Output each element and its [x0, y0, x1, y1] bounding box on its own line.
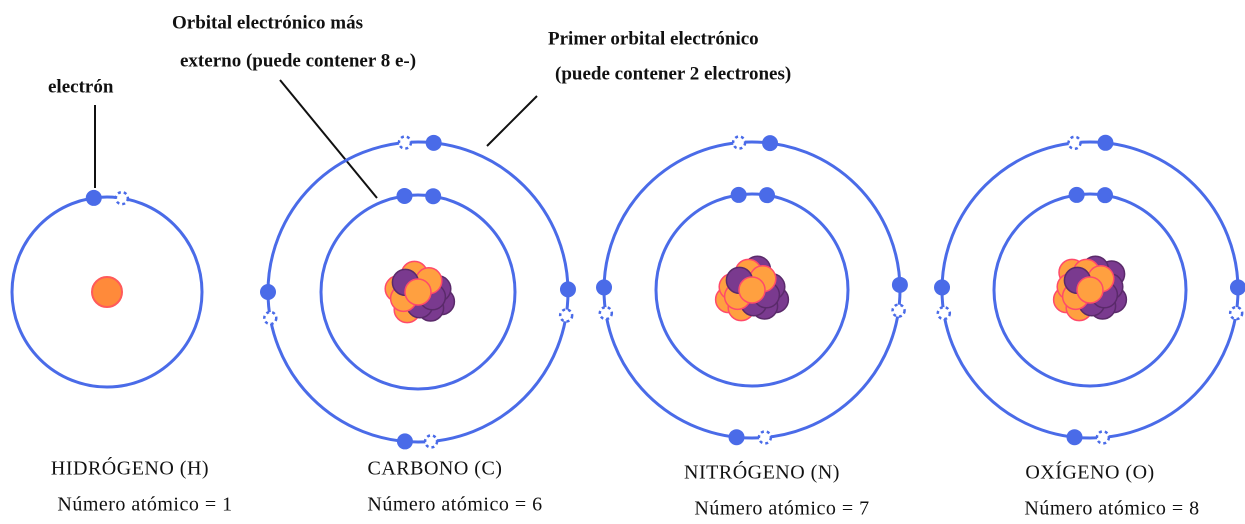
electron	[892, 277, 908, 293]
electron	[86, 190, 102, 206]
electron	[729, 429, 745, 445]
electron-vacancy	[399, 137, 411, 149]
electron	[425, 188, 441, 204]
atomic-number: Número atómico = 8	[1024, 498, 1199, 520]
diagram: electrón Orbital electrónico más externo…	[0, 0, 1245, 524]
electron	[397, 433, 413, 449]
electron	[426, 135, 442, 151]
atomic-number: Número atómico = 6	[367, 494, 542, 516]
electron	[1069, 187, 1085, 203]
atom-name: CARBONO (C)	[368, 458, 503, 480]
electron	[560, 281, 576, 297]
electron	[1097, 135, 1113, 151]
atom-name: HIDRÓGENO (H)	[51, 456, 209, 480]
electron-vacancy	[733, 137, 745, 149]
electron-vacancy	[1230, 307, 1242, 319]
electron-vacancy	[1069, 137, 1081, 149]
nucleon	[1077, 277, 1103, 303]
electron	[759, 187, 775, 203]
atom-name: OXÍGENO (O)	[1025, 461, 1154, 484]
electron	[260, 284, 276, 300]
electron-vacancy	[425, 435, 437, 447]
electron-vacancy	[560, 309, 572, 321]
nucleus	[92, 277, 122, 307]
electron	[397, 188, 413, 204]
callout-line	[280, 80, 377, 198]
nucleon	[739, 277, 765, 303]
electron	[1067, 429, 1083, 445]
electron	[1230, 279, 1245, 295]
electron-vacancy	[1097, 431, 1109, 443]
electron-vacancy	[264, 312, 276, 324]
electron	[731, 187, 747, 203]
electron	[934, 279, 950, 295]
electron	[596, 279, 612, 295]
atomic-number: Número atómico = 1	[57, 494, 232, 516]
callout-first-1: Primer orbital electrónico	[548, 28, 759, 49]
callout-outer-2: externo (puede contener 8 e-)	[180, 50, 416, 71]
electron-vacancy	[759, 431, 771, 443]
electron-vacancy	[600, 307, 612, 319]
callout-line	[487, 96, 537, 146]
electron-vacancy	[938, 307, 950, 319]
callout-outer-1: Orbital electrónico más	[172, 12, 363, 33]
callout-first-2: (puede contener 2 electrones)	[555, 63, 791, 84]
electron-vacancy	[893, 305, 905, 317]
callout-electron: electrón	[48, 76, 114, 97]
electron	[1097, 187, 1113, 203]
nucleon	[405, 279, 431, 305]
electron-vacancy	[116, 192, 128, 204]
electron	[762, 135, 778, 151]
atomic-number: Número atómico = 7	[694, 498, 869, 520]
atom-name: NITRÓGENO (N)	[684, 460, 840, 484]
